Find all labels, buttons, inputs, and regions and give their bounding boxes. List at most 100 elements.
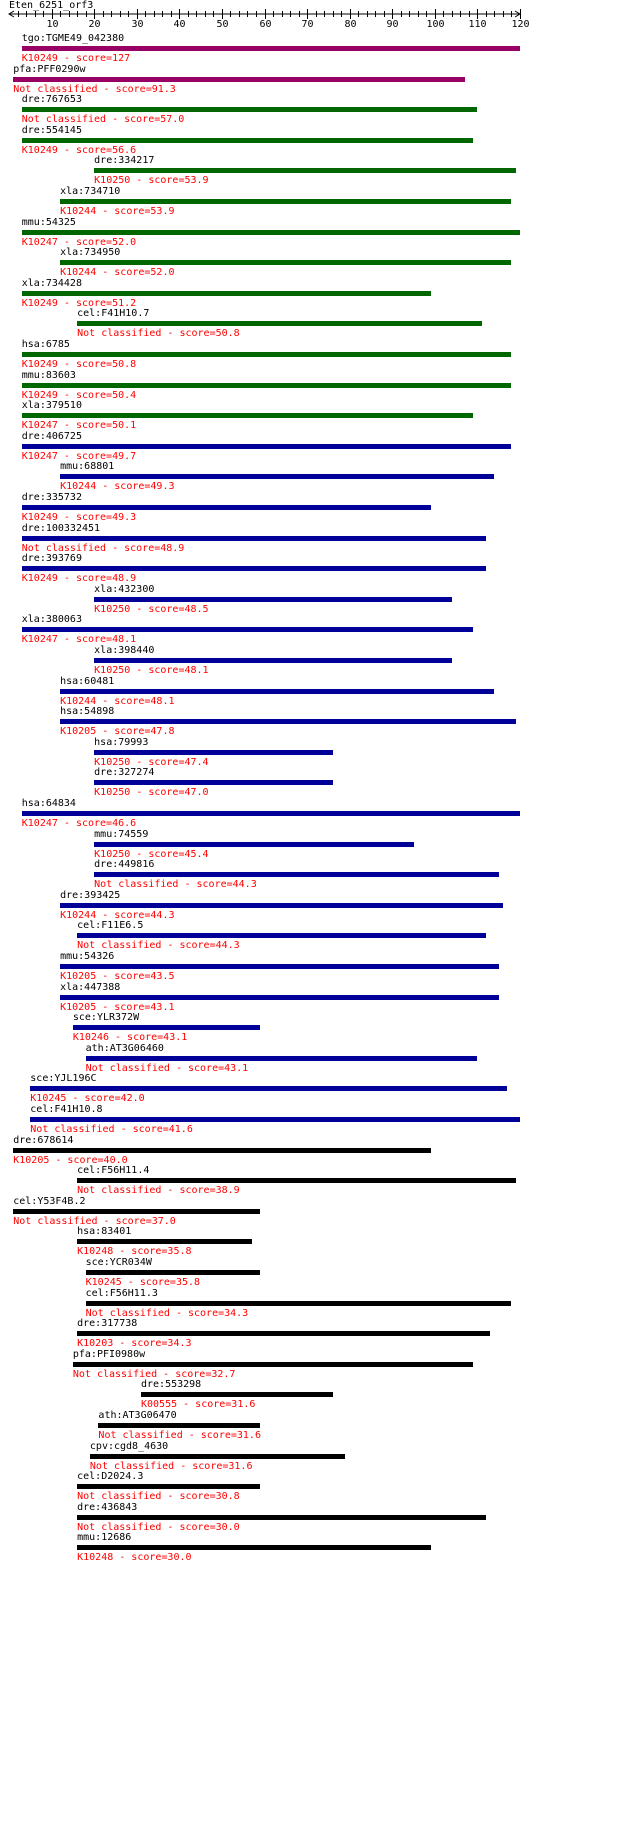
hit-name-link[interactable]: cel:F41H10.8 bbox=[30, 1104, 103, 1115]
hit-name-link[interactable]: hsa:64834 bbox=[21, 798, 76, 809]
alignment-bar[interactable] bbox=[77, 1545, 431, 1550]
hit-row[interactable]: xla:447388 K10205 - score=43.1 bbox=[0, 982, 620, 1018]
hit-row[interactable]: cel:F41H10.7 Not classified - score=50.8 bbox=[0, 308, 620, 344]
hit-row[interactable]: dre:335732 K10249 - score=49.3 bbox=[0, 492, 620, 528]
alignment-bar[interactable] bbox=[60, 719, 516, 724]
hit-name-link[interactable]: xla:432300 bbox=[94, 584, 155, 595]
hit-name-link[interactable]: hsa:54898 bbox=[60, 706, 115, 717]
alignment-bar[interactable] bbox=[77, 1331, 491, 1336]
alignment-bar[interactable] bbox=[72, 1362, 474, 1367]
alignment-bar[interactable] bbox=[85, 1056, 478, 1061]
alignment-bar[interactable] bbox=[13, 77, 465, 82]
alignment-bar[interactable] bbox=[21, 138, 474, 143]
hit-name-link[interactable]: dre:436843 bbox=[77, 1502, 138, 1513]
hit-row[interactable]: dre:406725 K10247 - score=49.7 bbox=[0, 431, 620, 467]
hit-name-link[interactable]: cel:F56H11.3 bbox=[85, 1288, 158, 1299]
hit-name-link[interactable]: dre:393425 bbox=[60, 890, 121, 901]
alignment-bar[interactable] bbox=[21, 444, 512, 449]
hit-row[interactable]: dre:393769 K10249 - score=48.9 bbox=[0, 553, 620, 589]
hit-row[interactable]: hsa:79993 K10250 - score=47.4 bbox=[0, 737, 620, 773]
alignment-bar[interactable] bbox=[21, 627, 474, 632]
hit-row[interactable]: dre:334217 K10250 - score=53.9 bbox=[0, 155, 620, 191]
hit-row[interactable]: xla:432300 K10250 - score=48.5 bbox=[0, 584, 620, 620]
alignment-bar[interactable] bbox=[21, 413, 474, 418]
hit-row[interactable]: cel:F11E6.5 Not classified - score=44.3 bbox=[0, 920, 620, 956]
hit-row[interactable]: dre:554145 K10249 - score=56.6 bbox=[0, 125, 620, 161]
hit-name-link[interactable]: hsa:60481 bbox=[60, 676, 115, 687]
hit-name-link[interactable]: xla:447388 bbox=[60, 982, 121, 993]
alignment-bar[interactable] bbox=[77, 321, 482, 326]
alignment-bar[interactable] bbox=[13, 1148, 431, 1153]
hit-name-link[interactable]: hsa:6785 bbox=[21, 339, 70, 350]
hit-name-link[interactable]: cel:Y53F4B.2 bbox=[13, 1196, 86, 1207]
alignment-bar[interactable] bbox=[21, 291, 431, 296]
hit-row[interactable]: dre:449816 Not classified - score=44.3 bbox=[0, 859, 620, 895]
hit-name-link[interactable]: dre:393769 bbox=[21, 553, 82, 564]
alignment-bar[interactable] bbox=[21, 566, 486, 571]
alignment-bar[interactable] bbox=[94, 168, 516, 173]
hit-name-link[interactable]: sce:YLR372W bbox=[72, 1012, 140, 1023]
alignment-bar[interactable] bbox=[60, 903, 503, 908]
alignment-bar[interactable] bbox=[60, 964, 499, 969]
alignment-bar[interactable] bbox=[21, 352, 512, 357]
hit-row[interactable]: xla:398440 K10250 - score=48.1 bbox=[0, 645, 620, 681]
hit-name-link[interactable]: mmu:54325 bbox=[21, 217, 76, 228]
hit-name-link[interactable]: pfa:PFI0980w bbox=[72, 1349, 146, 1360]
alignment-bar[interactable] bbox=[21, 505, 431, 510]
hit-name-link[interactable]: dre:554145 bbox=[21, 125, 82, 136]
alignment-bar[interactable] bbox=[77, 1515, 486, 1520]
hit-row[interactable]: tgo:TGME49_042380 K10249 - score=127 bbox=[0, 33, 620, 69]
hit-name-link[interactable]: xla:398440 bbox=[94, 645, 155, 656]
hit-row[interactable]: hsa:54898 K10205 - score=47.8 bbox=[0, 706, 620, 742]
alignment-bar[interactable] bbox=[77, 1178, 516, 1183]
hit-row[interactable]: ath:AT3G06460 Not classified - score=43.1 bbox=[0, 1043, 620, 1079]
hit-row[interactable]: cel:Y53F4B.2 Not classified - score=37.0 bbox=[0, 1196, 620, 1232]
alignment-bar[interactable] bbox=[21, 230, 520, 235]
hit-row[interactable]: xla:734710 K10244 - score=53.9 bbox=[0, 186, 620, 222]
alignment-bar[interactable] bbox=[60, 199, 512, 204]
hit-row[interactable]: mmu:54325 K10247 - score=52.0 bbox=[0, 217, 620, 253]
alignment-bar[interactable] bbox=[94, 750, 333, 755]
hit-name-link[interactable]: cel:F11E6.5 bbox=[77, 920, 144, 931]
hit-row[interactable]: mmu:54326 K10205 - score=43.5 bbox=[0, 951, 620, 987]
hit-row[interactable]: hsa:83401 K10248 - score=35.8 bbox=[0, 1226, 620, 1262]
alignment-bar[interactable] bbox=[21, 46, 520, 51]
hit-row[interactable]: cel:F41H10.8 Not classified - score=41.6 bbox=[0, 1104, 620, 1140]
alignment-bar[interactable] bbox=[21, 107, 478, 112]
hit-row[interactable]: hsa:64834 K10247 - score=46.6 bbox=[0, 798, 620, 834]
hit-name-link[interactable]: ath:AT3G06470 bbox=[98, 1410, 177, 1421]
hit-row[interactable]: mmu:74559 K10250 - score=45.4 bbox=[0, 829, 620, 865]
hit-name-link[interactable]: hsa:79993 bbox=[94, 737, 149, 748]
hit-row[interactable]: cel:F56H11.3 Not classified - score=34.3 bbox=[0, 1288, 620, 1324]
hit-row[interactable]: sce:YLR372W K10246 - score=43.1 bbox=[0, 1012, 620, 1048]
alignment-bar[interactable] bbox=[60, 474, 495, 479]
hit-name-link[interactable]: dre:767653 bbox=[21, 94, 82, 105]
alignment-bar[interactable] bbox=[98, 1423, 261, 1428]
hit-name-link[interactable]: xla:734710 bbox=[60, 186, 121, 197]
hit-name-link[interactable]: dre:100332451 bbox=[21, 523, 101, 534]
alignment-bar[interactable] bbox=[60, 995, 499, 1000]
hit-row[interactable]: sce:YJL196C K10245 - score=42.0 bbox=[0, 1073, 620, 1109]
hit-row[interactable]: cpv:cgd8_4630 Not classified - score=31.6 bbox=[0, 1441, 620, 1477]
hit-row[interactable]: dre:436843 Not classified - score=30.0 bbox=[0, 1502, 620, 1538]
alignment-bar[interactable] bbox=[85, 1301, 512, 1306]
hit-name-link[interactable]: cel:F56H11.4 bbox=[77, 1165, 150, 1176]
hit-name-link[interactable]: dre:327274 bbox=[94, 767, 155, 778]
hit-name-link[interactable]: xla:734428 bbox=[21, 278, 82, 289]
hit-name-link[interactable]: mmu:54326 bbox=[60, 951, 115, 962]
hit-name-link[interactable]: dre:335732 bbox=[21, 492, 82, 503]
hit-name-link[interactable]: mmu:12686 bbox=[77, 1532, 132, 1543]
hit-name-link[interactable]: dre:678614 bbox=[13, 1135, 74, 1146]
alignment-bar[interactable] bbox=[30, 1117, 520, 1122]
hit-row[interactable]: dre:327274 K10250 - score=47.0 bbox=[0, 767, 620, 803]
alignment-bar[interactable] bbox=[21, 811, 520, 816]
alignment-bar[interactable] bbox=[94, 780, 333, 785]
hit-row[interactable]: xla:734950 K10244 - score=52.0 bbox=[0, 247, 620, 283]
hit-name-link[interactable]: hsa:83401 bbox=[77, 1226, 132, 1237]
hit-row[interactable]: cel:F56H11.4 Not classified - score=38.9 bbox=[0, 1165, 620, 1201]
hit-row[interactable]: dre:393425 K10244 - score=44.3 bbox=[0, 890, 620, 926]
alignment-bar[interactable] bbox=[72, 1025, 261, 1030]
hit-name-link[interactable]: pfa:PFF0290w bbox=[13, 64, 86, 75]
hit-row[interactable]: pfa:PFI0980w Not classified - score=32.7 bbox=[0, 1349, 620, 1385]
hit-row[interactable]: dre:100332451 Not classified - score=48.9 bbox=[0, 523, 620, 559]
